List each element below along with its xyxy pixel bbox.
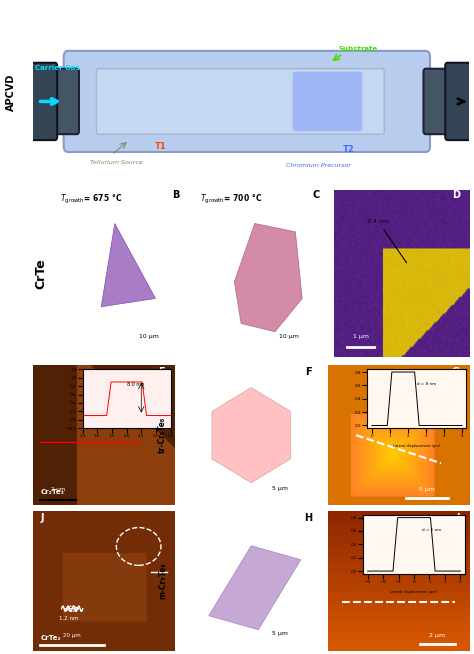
FancyBboxPatch shape	[423, 69, 458, 134]
Polygon shape	[212, 388, 291, 483]
Text: CrTe: CrTe	[35, 258, 48, 289]
Text: Substrate: Substrate	[338, 46, 378, 52]
Text: Tellurium Source: Tellurium Source	[90, 160, 143, 165]
Text: APCVD: APCVD	[6, 74, 17, 111]
Polygon shape	[234, 224, 302, 332]
Text: m-Cr₅Te₈: m-Cr₅Te₈	[158, 562, 167, 599]
Text: 1.2 nm: 1.2 nm	[59, 616, 78, 621]
Text: 5 μm: 5 μm	[419, 487, 435, 492]
Text: I: I	[456, 513, 459, 523]
Text: 20 μm: 20 μm	[63, 632, 81, 638]
Text: 2.4 nm: 2.4 nm	[367, 220, 407, 263]
Text: 5 μm: 5 μm	[272, 631, 288, 636]
Text: D: D	[452, 190, 460, 201]
FancyBboxPatch shape	[44, 69, 79, 134]
Text: 10 μm: 10 μm	[139, 334, 159, 339]
FancyBboxPatch shape	[292, 72, 363, 131]
Text: 1 μm: 1 μm	[353, 334, 369, 339]
Text: G: G	[451, 367, 459, 377]
Polygon shape	[101, 224, 155, 307]
Text: $T_{\mathrm{growth}}$= 700 °C: $T_{\mathrm{growth}}$= 700 °C	[201, 193, 263, 206]
Text: Carrier Gas: Carrier Gas	[36, 65, 80, 71]
Text: A: A	[443, 14, 452, 27]
FancyBboxPatch shape	[64, 51, 430, 152]
Text: 5 μm: 5 μm	[272, 486, 288, 490]
Text: 2 μm: 2 μm	[51, 487, 65, 492]
Text: T1: T1	[155, 142, 167, 151]
Text: CrTe₂: CrTe₂	[40, 634, 61, 640]
Text: $T_{\mathrm{growth}}$= 675 °C: $T_{\mathrm{growth}}$= 675 °C	[61, 193, 123, 206]
Text: E: E	[158, 367, 165, 377]
Text: tr-Cr₅Te₈: tr-Cr₅Te₈	[158, 417, 167, 453]
FancyBboxPatch shape	[445, 63, 472, 140]
Text: 2 μm: 2 μm	[429, 632, 446, 638]
Text: H: H	[304, 513, 312, 523]
FancyBboxPatch shape	[31, 63, 57, 140]
Text: B: B	[173, 190, 180, 201]
Text: T2: T2	[343, 145, 355, 154]
Text: C: C	[312, 190, 320, 201]
Text: Chromium Precursor: Chromium Precursor	[286, 163, 351, 168]
Text: 10 μm: 10 μm	[279, 334, 299, 339]
Text: Cr₂Te₃: Cr₂Te₃	[40, 489, 64, 495]
Text: F: F	[305, 367, 312, 377]
Text: J: J	[40, 513, 44, 523]
Polygon shape	[209, 545, 301, 630]
FancyBboxPatch shape	[96, 69, 384, 134]
